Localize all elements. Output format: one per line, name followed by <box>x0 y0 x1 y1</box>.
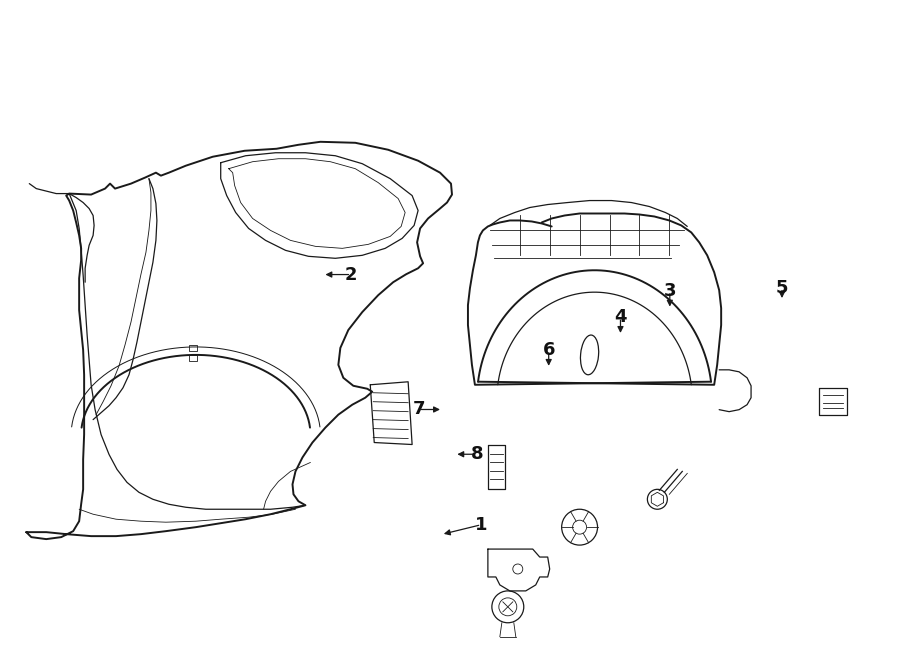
Text: 2: 2 <box>345 266 357 284</box>
Text: 4: 4 <box>614 308 626 327</box>
Bar <box>189 345 197 351</box>
Text: 8: 8 <box>471 446 483 463</box>
Bar <box>189 355 197 361</box>
Text: 3: 3 <box>663 282 676 300</box>
Text: 5: 5 <box>776 279 788 297</box>
Text: 7: 7 <box>412 401 425 418</box>
Text: 1: 1 <box>475 516 488 533</box>
Text: 6: 6 <box>543 341 555 359</box>
